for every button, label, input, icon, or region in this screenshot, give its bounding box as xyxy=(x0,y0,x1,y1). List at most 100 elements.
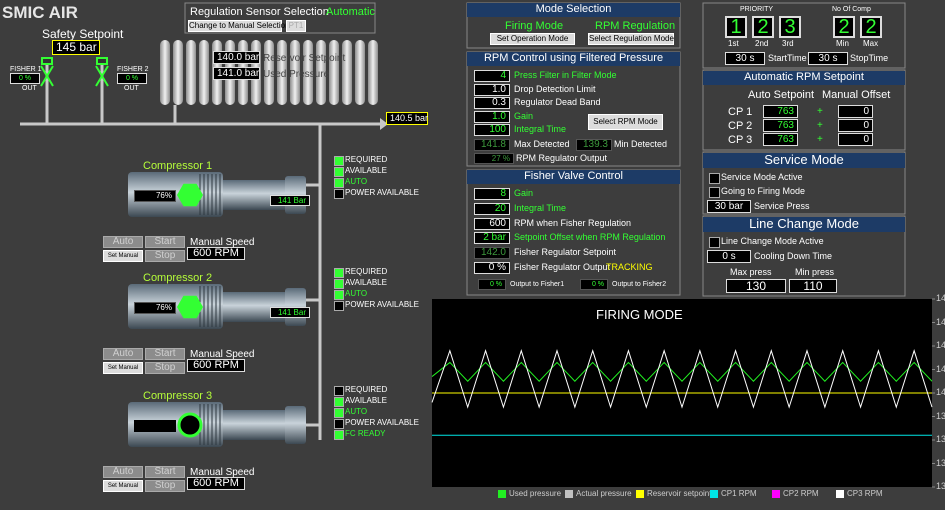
status-light xyxy=(334,419,344,429)
manual-button[interactable]: Set Manual xyxy=(103,250,143,262)
cp-label: CP 3 xyxy=(728,134,753,146)
panel-title: Automatic RPM Setpoint xyxy=(703,71,905,85)
legend-label: Reservoir setpoint xyxy=(647,489,712,498)
pump xyxy=(285,406,306,444)
tracking: TRACKING xyxy=(606,262,653,272)
y-tick-label: 14 xyxy=(936,363,945,374)
param-label: Integral Time xyxy=(514,124,567,134)
cool-label: Cooling Down Time xyxy=(754,251,833,261)
comp-label: Min xyxy=(836,39,849,48)
button[interactable]: Select Regulation Mode xyxy=(588,33,674,45)
auto-setpoint: 763 xyxy=(763,133,798,146)
panel-title: RPM Control using Filtered Pressure xyxy=(467,52,680,66)
checkbox[interactable] xyxy=(709,237,720,248)
status-light xyxy=(334,397,344,407)
cp-label: CP 2 xyxy=(728,120,753,132)
param-value: 1.0 xyxy=(474,83,510,96)
compressor-graphics xyxy=(128,172,306,447)
plus-sign: + xyxy=(817,120,823,131)
auto-button[interactable]: Auto xyxy=(103,348,143,360)
y-tick-label: 14 xyxy=(936,387,945,397)
y-tick-label: 13 xyxy=(936,434,945,444)
compressor-name: Compressor 2 xyxy=(143,272,213,284)
param-value: 8 xyxy=(474,188,510,200)
load-box xyxy=(134,420,176,432)
param-label: Fisher Regulator Output xyxy=(514,262,611,272)
auto-setpoint: 763 xyxy=(763,105,798,118)
pressure-value: 141 Bar xyxy=(270,195,310,206)
status-text: POWER AVAILABLE xyxy=(345,188,419,197)
tank xyxy=(160,40,170,105)
panel-frame xyxy=(702,2,906,69)
start-button[interactable]: Start xyxy=(145,348,185,360)
stop-button[interactable]: Stop xyxy=(145,362,185,374)
auto-setpoint: 763 xyxy=(763,119,798,132)
manual-button[interactable]: Set Manual xyxy=(103,362,143,374)
time-label: StopTime xyxy=(850,53,889,63)
status-text: AUTO xyxy=(345,289,368,298)
max-press: 130 xyxy=(726,279,786,293)
param-label: Gain xyxy=(514,110,534,121)
stop-button[interactable]: Stop xyxy=(145,250,185,262)
speed-label: Manual Speed xyxy=(190,467,255,478)
param-value: 20 xyxy=(474,202,510,215)
param-label: Drop Detection Limit xyxy=(514,83,596,94)
manual-button[interactable]: Set Manual xyxy=(103,480,143,492)
param-label: Press Filter in Filter Mode xyxy=(514,70,617,80)
tank xyxy=(290,40,300,105)
priority-label: 1st xyxy=(728,39,739,48)
reservoir-setpoint: 140.0 bar xyxy=(213,51,260,64)
sensor-button[interactable]: PT1 xyxy=(286,20,306,32)
param-label: RPM when Fisher Regulation xyxy=(514,217,632,228)
status-text: REQUIRED xyxy=(345,267,388,276)
time-value: 30 s xyxy=(725,52,765,65)
priority-digit: 1 xyxy=(725,16,747,38)
status-light xyxy=(334,408,344,418)
valves xyxy=(40,57,109,87)
tank xyxy=(368,40,378,105)
legend-label: CP2 RPM xyxy=(783,489,819,498)
button[interactable]: Change to Manual Selection xyxy=(188,20,290,32)
legend-label: CP3 RPM xyxy=(847,489,883,498)
checkbox[interactable] xyxy=(709,187,720,198)
start-button[interactable]: Start xyxy=(145,466,185,478)
checkbox[interactable] xyxy=(709,173,720,184)
stop-button[interactable]: Stop xyxy=(145,480,185,492)
auto-button[interactable]: Auto xyxy=(103,236,143,248)
button[interactable]: Set Operation Mode xyxy=(490,33,575,45)
auto-button[interactable]: Auto xyxy=(103,466,143,478)
y-tick-label: 14 xyxy=(936,316,945,327)
button[interactable]: Select RPM Mode xyxy=(588,114,663,130)
tank xyxy=(342,40,352,105)
status-light xyxy=(334,290,344,300)
fisher-label: FISHER 1 xyxy=(10,66,42,73)
press-label: Max press xyxy=(730,267,772,277)
start-button[interactable]: Start xyxy=(145,236,185,248)
status-light xyxy=(334,268,344,278)
legend-swatch xyxy=(772,490,780,498)
pipes xyxy=(20,60,382,440)
param-label: Gain xyxy=(514,188,534,198)
checkbox-label: Line Change Mode Active xyxy=(721,236,824,246)
legend-label: CP1 RPM xyxy=(721,489,757,498)
legend-label: Actual pressure xyxy=(576,489,632,498)
param-value: 0 % xyxy=(474,262,510,274)
y-tick-label: 13 xyxy=(936,457,945,468)
manual-offset: 0 xyxy=(838,105,873,118)
panel-title: Service Mode xyxy=(703,153,905,168)
legend-swatch xyxy=(710,490,718,498)
priority-digit: 2 xyxy=(752,16,774,38)
time-value: 30 s xyxy=(808,52,848,65)
press-label: Service Press xyxy=(754,201,810,211)
page-title: SMIC AIR xyxy=(2,3,78,22)
status-text: AUTO xyxy=(345,177,368,186)
compressor-name: Compressor 3 xyxy=(143,390,213,402)
legend-swatch xyxy=(498,490,506,498)
comp-digit: 2 xyxy=(860,16,882,38)
panel-title: Regulation Sensor Selection xyxy=(190,6,329,18)
run-indicator xyxy=(177,183,203,207)
min-press: 110 xyxy=(789,279,837,293)
panel-label: No Of Comp xyxy=(832,6,871,13)
param-value: 142.0 xyxy=(474,247,510,260)
param-value: 600 xyxy=(474,217,510,230)
